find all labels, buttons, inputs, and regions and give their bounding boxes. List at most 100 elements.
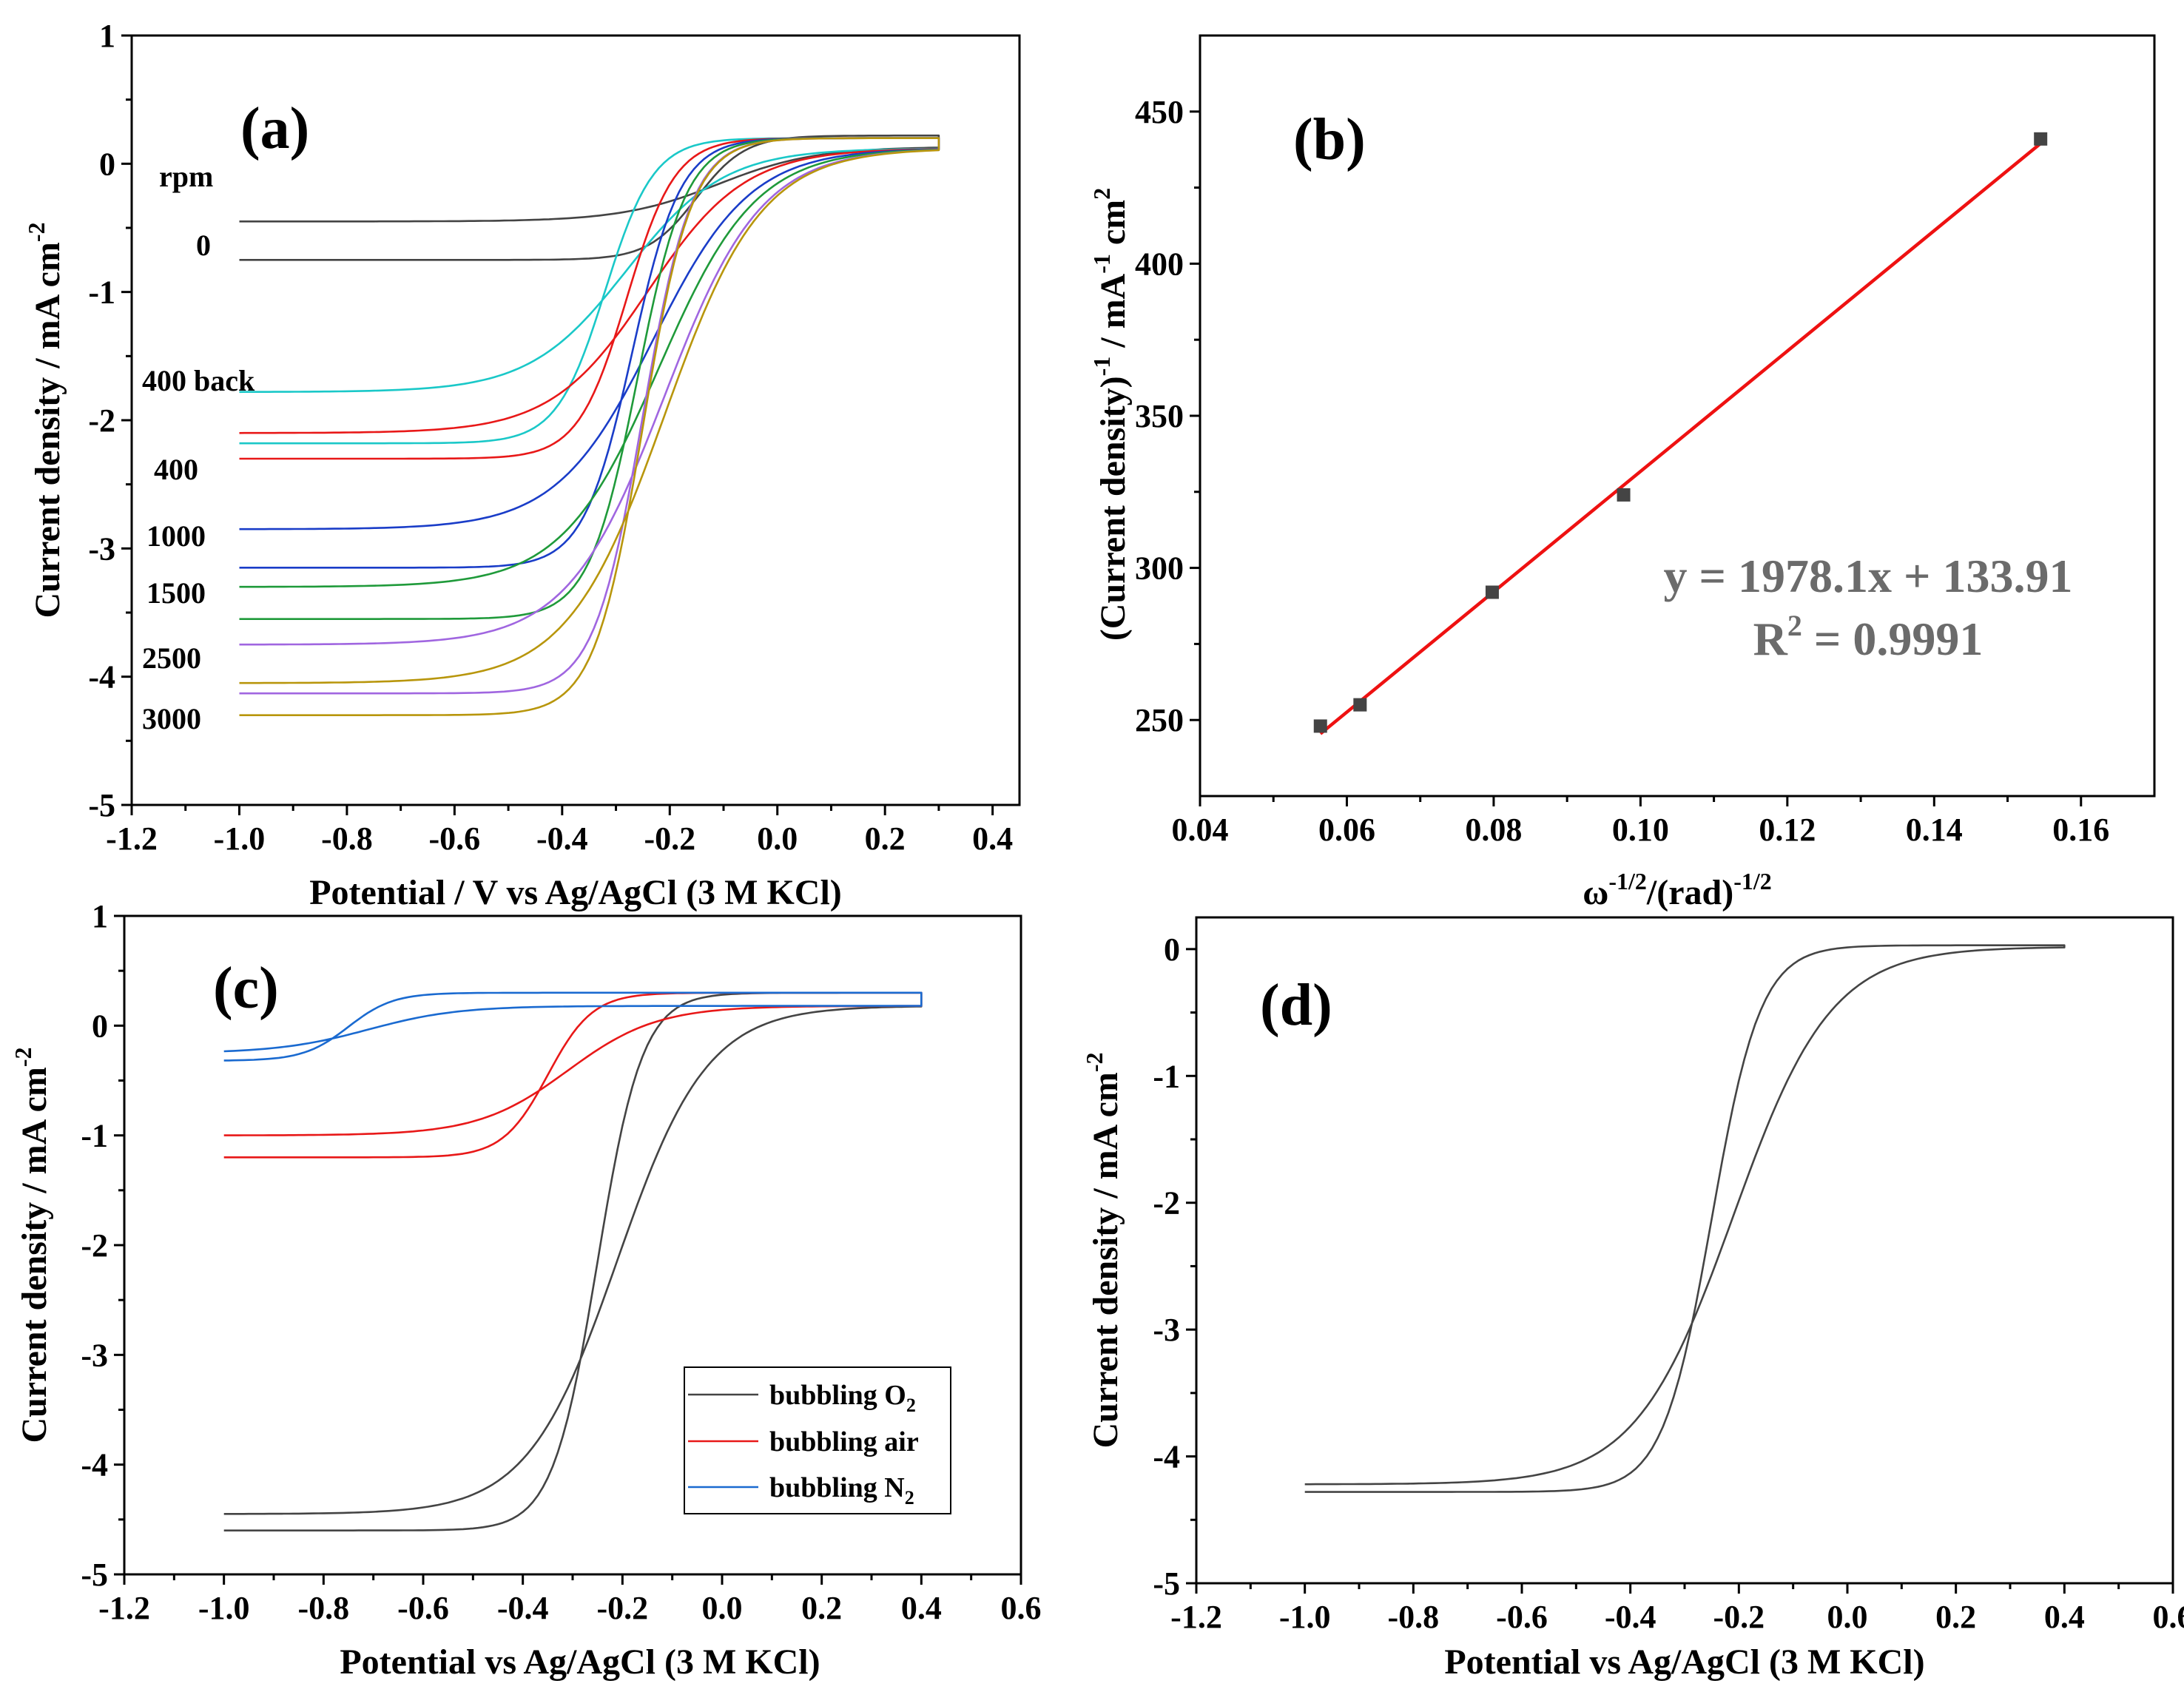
panel-b-equation: y = 1978.1x + 133.91 bbox=[1664, 550, 2073, 602]
x-tick-label: -1.0 bbox=[214, 820, 266, 857]
y-tick-label: 450 bbox=[1135, 94, 1184, 130]
panel-b-xlabel-sup2: -1/2 bbox=[1733, 868, 1772, 894]
panel-a-y-ticks: -5 -4 -3 -2 -1 0 1 bbox=[88, 18, 132, 823]
panel-d-curves bbox=[1304, 944, 2066, 1493]
panel-b-xlabel-sup1: -1/2 bbox=[1608, 868, 1647, 894]
series-curve bbox=[1304, 944, 2066, 1493]
x-tick-label: -0.4 bbox=[1605, 1599, 1656, 1635]
x-tick-label: -1.0 bbox=[1279, 1599, 1331, 1635]
panel-a: -1.2 -1.0 -0.8 -0.6 -0.4 -0.2 0.0 0.2 0.4 -5 -4 -3… bbox=[23, 18, 1021, 912]
panel-b-x-ticks: 0.04 0.06 0.08 0.10 0.12 0.14 0.16 bbox=[1172, 796, 2109, 848]
x-tick-label: 0.2 bbox=[865, 820, 906, 857]
x-tick-label: -1.0 bbox=[198, 1590, 250, 1626]
y-tick-label: -2 bbox=[81, 1227, 108, 1264]
panel-d-ylabel-main: Current density / mA cm bbox=[1086, 1072, 1125, 1448]
panel-c-y-ticks: -5 -4 -3 -2 -1 0 1 bbox=[81, 898, 124, 1593]
series-curve bbox=[239, 137, 940, 716]
panel-a-ylabel: Current density / mA cm-2 bbox=[23, 222, 67, 618]
y-tick-label: -2 bbox=[88, 402, 115, 439]
x-tick-label: -0.8 bbox=[298, 1590, 350, 1626]
panel-b-r2-label: R bbox=[1753, 613, 1788, 665]
series-curve bbox=[239, 137, 940, 460]
panel-a-curves bbox=[239, 134, 940, 716]
panel-c-xlabel: Potential vs Ag/AgCl (3 M KCl) bbox=[340, 1642, 820, 1682]
y-tick-label: 0 bbox=[99, 146, 115, 182]
x-tick-label: -0.6 bbox=[1496, 1599, 1548, 1635]
panel-b-r2: R2 = 0.9991 bbox=[1753, 609, 1984, 665]
legend-label-n2: bubbling N2 bbox=[769, 1472, 914, 1509]
panel-b-ylabel-sup1: -1 bbox=[1088, 357, 1115, 377]
scatter-point bbox=[1617, 488, 1631, 502]
x-tick-label: 0.0 bbox=[702, 1590, 743, 1626]
panel-d-ylabel: Current density / mA cm-2 bbox=[1081, 1052, 1125, 1448]
panel-a-xlabel: Potential / V vs Ag/AgCl (3 M KCl) bbox=[309, 873, 842, 912]
x-tick-label: 0.16 bbox=[2052, 812, 2109, 848]
y-tick-label: -4 bbox=[1153, 1439, 1180, 1475]
legend-label-o2: bubbling O2 bbox=[769, 1380, 916, 1416]
panel-c-x-ticks: -1.2 -1.0 -0.8 -0.6 -0.4 -0.2 0.0 0.2 0.4 0.6 bbox=[98, 1574, 1042, 1626]
y-tick-label: -5 bbox=[81, 1557, 108, 1593]
x-tick-label: 0.4 bbox=[972, 820, 1013, 857]
annotation-0: 0 bbox=[196, 229, 211, 262]
panel-d-label: (d) bbox=[1260, 973, 1332, 1038]
scatter-point bbox=[2034, 132, 2048, 146]
x-tick-label: 0.06 bbox=[1318, 812, 1375, 848]
y-tick-label: -3 bbox=[81, 1337, 108, 1373]
y-tick-label: -3 bbox=[88, 530, 115, 567]
y-tick-label: -5 bbox=[88, 787, 115, 823]
panel-c: -1.2 -1.0 -0.8 -0.6 -0.4 -0.2 0.0 0.2 0.4 0.6 -5-… bbox=[10, 898, 1042, 1682]
x-tick-label: -0.2 bbox=[1713, 1599, 1765, 1635]
panel-c-ylabel-sup: -2 bbox=[10, 1047, 36, 1067]
y-tick-label: 300 bbox=[1135, 550, 1184, 587]
series-curve bbox=[239, 137, 940, 620]
panel-d-y-ticks: -5 -4 -3 -2 -1 0 bbox=[1153, 931, 1196, 1602]
y-tick-label: 0 bbox=[1164, 931, 1180, 968]
annotation-rpm: rpm bbox=[159, 160, 213, 193]
annotation-400: 400 bbox=[154, 453, 198, 486]
panel-c-legend: bubbling O2 bubbling air bubbling N2 bbox=[684, 1366, 951, 1514]
y-tick-label: -1 bbox=[1153, 1058, 1180, 1094]
series-curve bbox=[223, 991, 923, 1159]
y-tick-label: 0 bbox=[92, 1008, 108, 1044]
x-tick-label: 0.2 bbox=[801, 1590, 842, 1626]
panel-c-curves bbox=[223, 991, 923, 1531]
x-tick-label: 0.12 bbox=[1759, 812, 1816, 848]
x-tick-label: -0.4 bbox=[497, 1590, 549, 1626]
panel-b-ylabel-mid: / mA bbox=[1093, 273, 1133, 356]
panel-a-ylabel-main: Current density / mA cm bbox=[28, 242, 67, 618]
panel-b-r2-sup: 2 bbox=[1787, 609, 1802, 642]
y-tick-label: -1 bbox=[81, 1118, 108, 1154]
x-tick-label: -0.8 bbox=[1388, 1599, 1440, 1635]
y-tick-label: 350 bbox=[1135, 398, 1184, 434]
panel-a-label: (a) bbox=[240, 96, 309, 161]
panel-b-xlabel: ω-1/2/(rad)-1/2 bbox=[1583, 868, 1772, 912]
panel-b-ylabel-sup3: 2 bbox=[1088, 188, 1115, 200]
panel-c-ylabel: Current density / mA cm-2 bbox=[10, 1047, 54, 1443]
panel-a-ylabel-sup: -2 bbox=[23, 222, 50, 242]
annotation-2500: 2500 bbox=[142, 641, 201, 675]
panel-b-points bbox=[1313, 132, 2048, 733]
series-curve bbox=[239, 137, 940, 445]
x-tick-label: 0.04 bbox=[1172, 812, 1229, 848]
panel-d: -1.2-1.0-0.8-0.6-0.4-0.20.00.20.40.6 -5-… bbox=[1081, 916, 2184, 1682]
annotation-400-back: 400 back bbox=[142, 364, 255, 397]
panel-b-xlabel-omega: ω bbox=[1583, 873, 1608, 912]
x-tick-label: -1.2 bbox=[98, 1590, 150, 1626]
legend-label-o2-text: bubbling O bbox=[769, 1380, 906, 1411]
x-tick-label: 0.4 bbox=[2044, 1599, 2085, 1635]
x-tick-label: -0.2 bbox=[644, 820, 695, 857]
legend-label-n2-text: bubbling N bbox=[769, 1472, 905, 1503]
annotation-1500: 1500 bbox=[146, 576, 206, 610]
y-tick-label: -2 bbox=[1153, 1185, 1180, 1221]
panel-a-x-ticks: -1.2 -1.0 -0.8 -0.6 -0.4 -0.2 0.0 0.2 0.4 bbox=[106, 805, 1013, 857]
y-tick-label: 250 bbox=[1135, 702, 1184, 738]
panel-d-xlabel: Potential vs Ag/AgCl (3 M KCl) bbox=[1444, 1642, 1924, 1682]
series-curve bbox=[223, 991, 923, 1062]
panel-c-label: (c) bbox=[213, 956, 279, 1021]
x-tick-label: 0.0 bbox=[1827, 1599, 1868, 1635]
y-tick-label: -5 bbox=[1153, 1565, 1180, 1602]
x-tick-label: -1.2 bbox=[1170, 1599, 1222, 1635]
x-tick-label: 0.4 bbox=[901, 1590, 942, 1626]
x-tick-label: -0.6 bbox=[429, 820, 481, 857]
annotation-1000: 1000 bbox=[146, 519, 206, 553]
